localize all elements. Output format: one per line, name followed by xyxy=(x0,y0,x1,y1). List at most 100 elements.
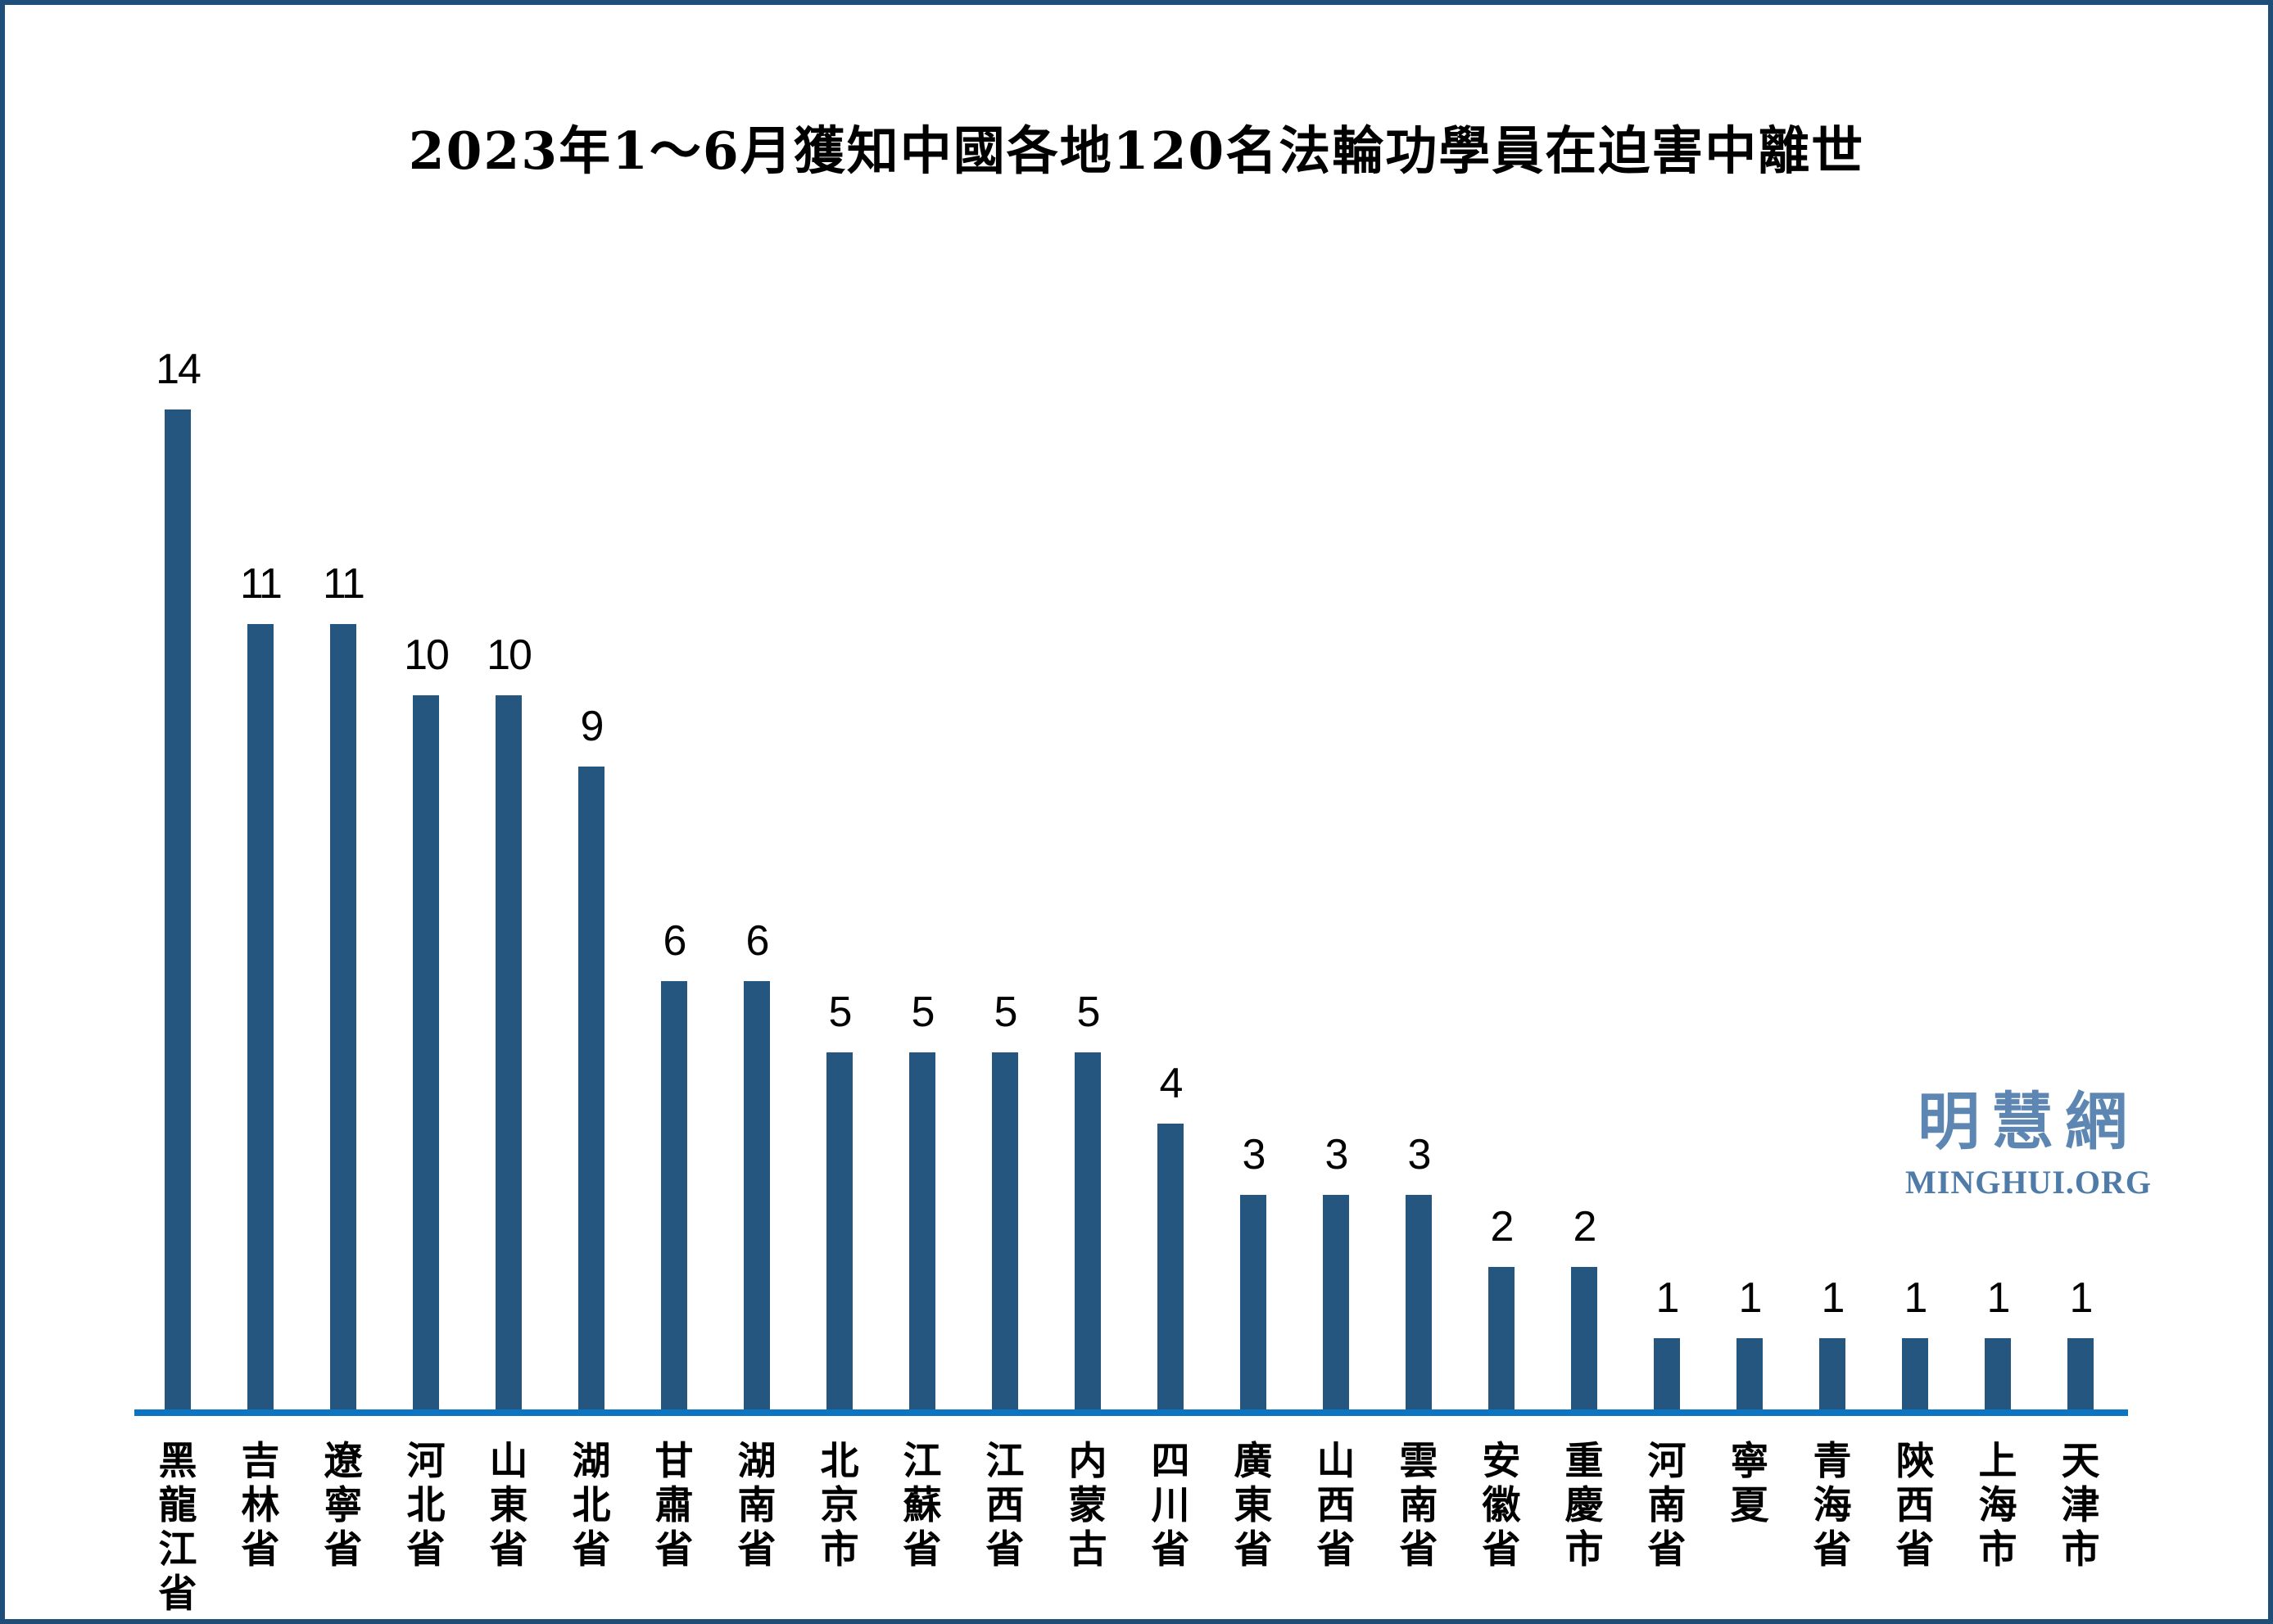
bar-value-label: 10 xyxy=(404,631,450,679)
bar-value-label: 1 xyxy=(1904,1274,1928,1322)
bar-value-label: 3 xyxy=(1324,1131,1349,1178)
bar-value-label: 5 xyxy=(994,988,1018,1036)
minghui-logo-chinese: 明慧網 xyxy=(1918,1085,2139,1158)
x-axis-label-char: 安 xyxy=(1482,1439,1521,1484)
x-axis-label-char: 西 xyxy=(1316,1483,1356,1528)
x-axis-label: 吉林省 xyxy=(236,1440,285,1572)
bar-plot-area: 14 黑龍江省 11 吉林省 11 遼寧省 10 河北省 10 山東省 9 湖北省 6 甘肅省 6 湖南省 5 北… xyxy=(5,5,2268,1619)
x-axis-label-char: 省 xyxy=(654,1527,694,1572)
x-axis-label-char: 省 xyxy=(903,1527,942,1572)
x-axis-label-char: 南 xyxy=(1399,1483,1438,1528)
bar xyxy=(496,695,522,1409)
x-axis-label-char: 雲 xyxy=(1399,1439,1438,1484)
x-axis-label-char: 省 xyxy=(406,1527,446,1572)
x-axis-label-char: 陝 xyxy=(1895,1439,1935,1484)
x-axis-label-char: 江 xyxy=(985,1439,1025,1484)
bar-value-label: 10 xyxy=(487,631,532,679)
x-axis-label-char: 四 xyxy=(1151,1439,1190,1484)
x-axis-label-char: 慶 xyxy=(1564,1483,1604,1528)
bar xyxy=(909,1052,935,1409)
x-axis-label-char: 北 xyxy=(572,1483,611,1528)
bar xyxy=(661,981,687,1409)
x-axis-label-char: 省 xyxy=(1895,1527,1935,1572)
x-axis-label: 甘肅省 xyxy=(650,1440,699,1572)
x-axis-label: 山西省 xyxy=(1311,1440,1361,1572)
bar-value-label: 6 xyxy=(745,917,770,965)
bar xyxy=(1985,1338,2011,1409)
x-axis-label-char: 湖 xyxy=(572,1439,611,1484)
x-axis-label-char: 西 xyxy=(985,1483,1025,1528)
x-axis-label: 黑龍江省 xyxy=(153,1440,202,1617)
x-axis-label-char: 廣 xyxy=(1234,1439,1273,1484)
bar-value-label: 11 xyxy=(240,560,283,608)
x-axis-label-char: 市 xyxy=(2061,1527,2100,1572)
x-axis-label-char: 河 xyxy=(406,1439,446,1484)
x-axis-label: 内蒙古 xyxy=(1063,1440,1112,1572)
x-axis-label-char: 省 xyxy=(1647,1527,1687,1572)
x-axis-label: 雲南省 xyxy=(1394,1440,1443,1572)
x-axis-label-char: 省 xyxy=(1316,1527,1356,1572)
bar xyxy=(1654,1338,1680,1409)
x-axis-label-char: 江 xyxy=(158,1527,197,1572)
x-axis-label-char: 北 xyxy=(406,1483,446,1528)
x-axis-label: 湖南省 xyxy=(732,1440,781,1572)
x-axis-label: 青海省 xyxy=(1808,1440,1857,1572)
x-axis-label-char: 省 xyxy=(1234,1527,1273,1572)
x-axis-label-char: 海 xyxy=(1813,1483,1852,1528)
bar xyxy=(1323,1195,1349,1409)
bar-value-label: 9 xyxy=(580,703,604,750)
x-axis-label-char: 湖 xyxy=(737,1439,777,1484)
x-axis-label-char: 南 xyxy=(1647,1483,1687,1528)
bar-value-label: 2 xyxy=(1490,1203,1515,1251)
x-axis-label: 江蘇省 xyxy=(898,1440,947,1572)
bar-value-label: 1 xyxy=(1655,1274,1680,1322)
bar xyxy=(1819,1338,1845,1409)
x-axis-label-char: 省 xyxy=(489,1527,528,1572)
bar-value-label: 1 xyxy=(1986,1274,2011,1322)
x-axis-label-char: 東 xyxy=(489,1483,528,1528)
bar xyxy=(1075,1052,1101,1409)
x-axis-label-char: 省 xyxy=(1399,1527,1438,1572)
x-axis-label: 寧夏 xyxy=(1725,1440,1774,1528)
x-axis-label-char: 寧 xyxy=(1730,1439,1769,1484)
bar xyxy=(413,695,439,1409)
bar xyxy=(1571,1267,1597,1409)
x-axis-label: 遼寧省 xyxy=(319,1440,368,1572)
bar xyxy=(992,1052,1018,1409)
x-axis-label-char: 省 xyxy=(1813,1527,1852,1572)
x-axis-label-char: 省 xyxy=(572,1527,611,1572)
bar-value-label: 4 xyxy=(1159,1060,1184,1107)
x-axis-label: 天津市 xyxy=(2056,1440,2105,1572)
x-axis-label-char: 龍 xyxy=(158,1483,197,1528)
bar xyxy=(2067,1338,2094,1409)
x-axis-label-char: 蘇 xyxy=(903,1483,942,1528)
bar xyxy=(578,767,604,1409)
bar-value-label: 5 xyxy=(911,988,935,1036)
x-axis-label-char: 市 xyxy=(1564,1527,1604,1572)
x-axis-label-char: 省 xyxy=(1151,1527,1190,1572)
x-axis-label-char: 省 xyxy=(158,1572,197,1617)
bar-value-label: 1 xyxy=(2069,1274,2094,1322)
x-axis-label-char: 河 xyxy=(1647,1439,1687,1484)
x-axis-label: 湖北省 xyxy=(567,1440,616,1572)
minghui-logo: 明慧網 MINGHUI.ORG xyxy=(1905,1088,2151,1201)
x-axis-label-char: 山 xyxy=(1316,1439,1356,1484)
x-axis-label-char: 市 xyxy=(1978,1527,2017,1572)
x-axis-label-char: 省 xyxy=(737,1527,777,1572)
x-axis-label-char: 林 xyxy=(241,1483,280,1528)
x-axis-label-char: 省 xyxy=(1482,1527,1521,1572)
bar xyxy=(1406,1195,1432,1409)
x-axis-line xyxy=(134,1409,2128,1416)
x-axis-label-char: 古 xyxy=(1068,1527,1107,1572)
x-axis-label-char: 上 xyxy=(1978,1439,2017,1484)
x-axis-label-char: 津 xyxy=(2061,1483,2100,1528)
x-axis-label-char: 海 xyxy=(1978,1483,2017,1528)
x-axis-label-char: 省 xyxy=(324,1527,363,1572)
x-axis-label-char: 徽 xyxy=(1482,1483,1521,1528)
bar xyxy=(1902,1338,1928,1409)
x-axis-label-char: 肅 xyxy=(654,1483,694,1528)
bar-value-label: 14 xyxy=(156,346,201,393)
bar-value-label: 5 xyxy=(828,988,853,1036)
x-axis-label-char: 遼 xyxy=(324,1439,363,1484)
bar xyxy=(826,1052,853,1409)
